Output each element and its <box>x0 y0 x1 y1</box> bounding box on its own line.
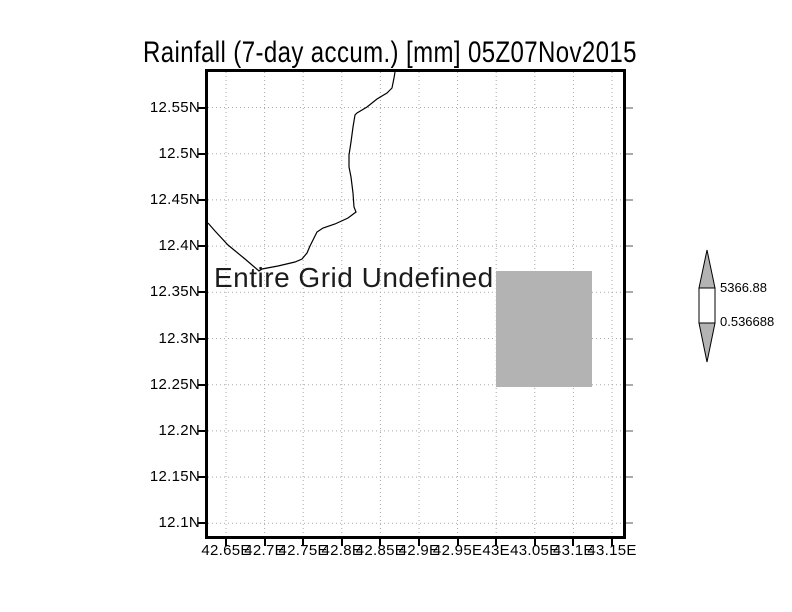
x-axis-tick-label: 42.9E <box>398 542 440 559</box>
y-axis-tick <box>198 106 205 109</box>
y-axis-tick <box>198 291 205 294</box>
x-axis-tick-label: 42.8E <box>321 542 363 559</box>
colorbar-min-value: 0.536688 <box>720 314 775 329</box>
y-axis-tick <box>198 245 205 248</box>
grid-undefined-message: Entire Grid Undefined <box>214 262 494 293</box>
x-axis-tick <box>418 539 420 546</box>
x-axis-tick <box>495 539 498 546</box>
map-plot-canvas <box>208 72 623 536</box>
x-axis-tick <box>340 539 343 546</box>
x-axis-tick <box>611 539 613 546</box>
y-axis-tick-label: 12.1N <box>158 514 200 532</box>
y-axis-tick-right <box>626 152 633 155</box>
y-axis-tick-right <box>626 383 633 386</box>
y-axis-tick <box>198 522 205 525</box>
y-axis-tick-right <box>626 429 633 432</box>
x-axis-tick-label: 43.05E <box>510 542 560 559</box>
x-axis-tick <box>456 539 459 546</box>
x-axis-tick-label: 42.85E <box>355 542 406 559</box>
x-axis-tick <box>302 539 305 546</box>
y-axis-tick <box>198 337 205 340</box>
x-axis-tick-label: 43E <box>482 542 510 559</box>
colorbar-up-arrow-icon <box>698 249 716 289</box>
x-axis-tick-label: 42.7E <box>244 542 285 559</box>
y-axis-tick-label: 12.25N <box>149 375 200 393</box>
y-axis-tick <box>198 152 205 155</box>
colorbar-value-box <box>698 287 716 324</box>
x-axis-tick-label: 43.1E <box>553 542 594 559</box>
y-axis-tick-right <box>626 291 633 294</box>
y-axis-tick-label: 12.15N <box>149 468 200 486</box>
x-axis-tick <box>263 539 266 546</box>
y-axis-tick-label: 12.45N <box>149 190 200 208</box>
y-axis-tick-right <box>626 106 633 109</box>
y-axis-tick <box>198 476 205 479</box>
x-axis-tick-label: 42.65E <box>201 542 251 559</box>
coastline <box>208 72 396 272</box>
y-axis-tick-label: 12.35N <box>149 283 200 301</box>
y-axis-tick <box>198 383 205 386</box>
x-axis-tick <box>533 539 536 546</box>
y-axis-tick-right <box>626 522 633 525</box>
y-axis-tick-right <box>626 198 633 201</box>
y-axis-tick-right <box>626 337 633 340</box>
colorbar-max-value: 5366.88 <box>720 280 767 295</box>
y-axis-tick-right <box>626 245 633 248</box>
x-axis-tick-label: 43.15E <box>587 542 637 559</box>
y-axis-tick-label: 12.2N <box>158 421 200 439</box>
x-axis-tick-label: 42.75E <box>278 542 328 559</box>
y-axis-tick <box>198 429 205 432</box>
y-axis-tick-label: 12.55N <box>149 98 200 116</box>
colorbar-down-arrow-icon <box>698 322 716 363</box>
y-axis-tick <box>198 198 205 201</box>
x-axis-tick-label: 42.95E <box>432 542 483 559</box>
plot-title: Rainfall (7-day accum.) [mm] 05Z07Nov201… <box>143 36 637 69</box>
y-axis-tick-right <box>626 476 633 479</box>
map-plot-area <box>205 69 626 539</box>
y-axis-tick-label: 12.4N <box>158 237 200 255</box>
colorbar <box>698 249 716 363</box>
x-axis-tick <box>572 539 575 546</box>
undefined-data-cell <box>496 271 592 387</box>
y-axis-tick-label: 12.5N <box>158 144 200 162</box>
x-axis-tick <box>225 539 227 546</box>
y-axis-tick-label: 12.3N <box>158 329 200 347</box>
x-axis-tick <box>379 539 382 546</box>
